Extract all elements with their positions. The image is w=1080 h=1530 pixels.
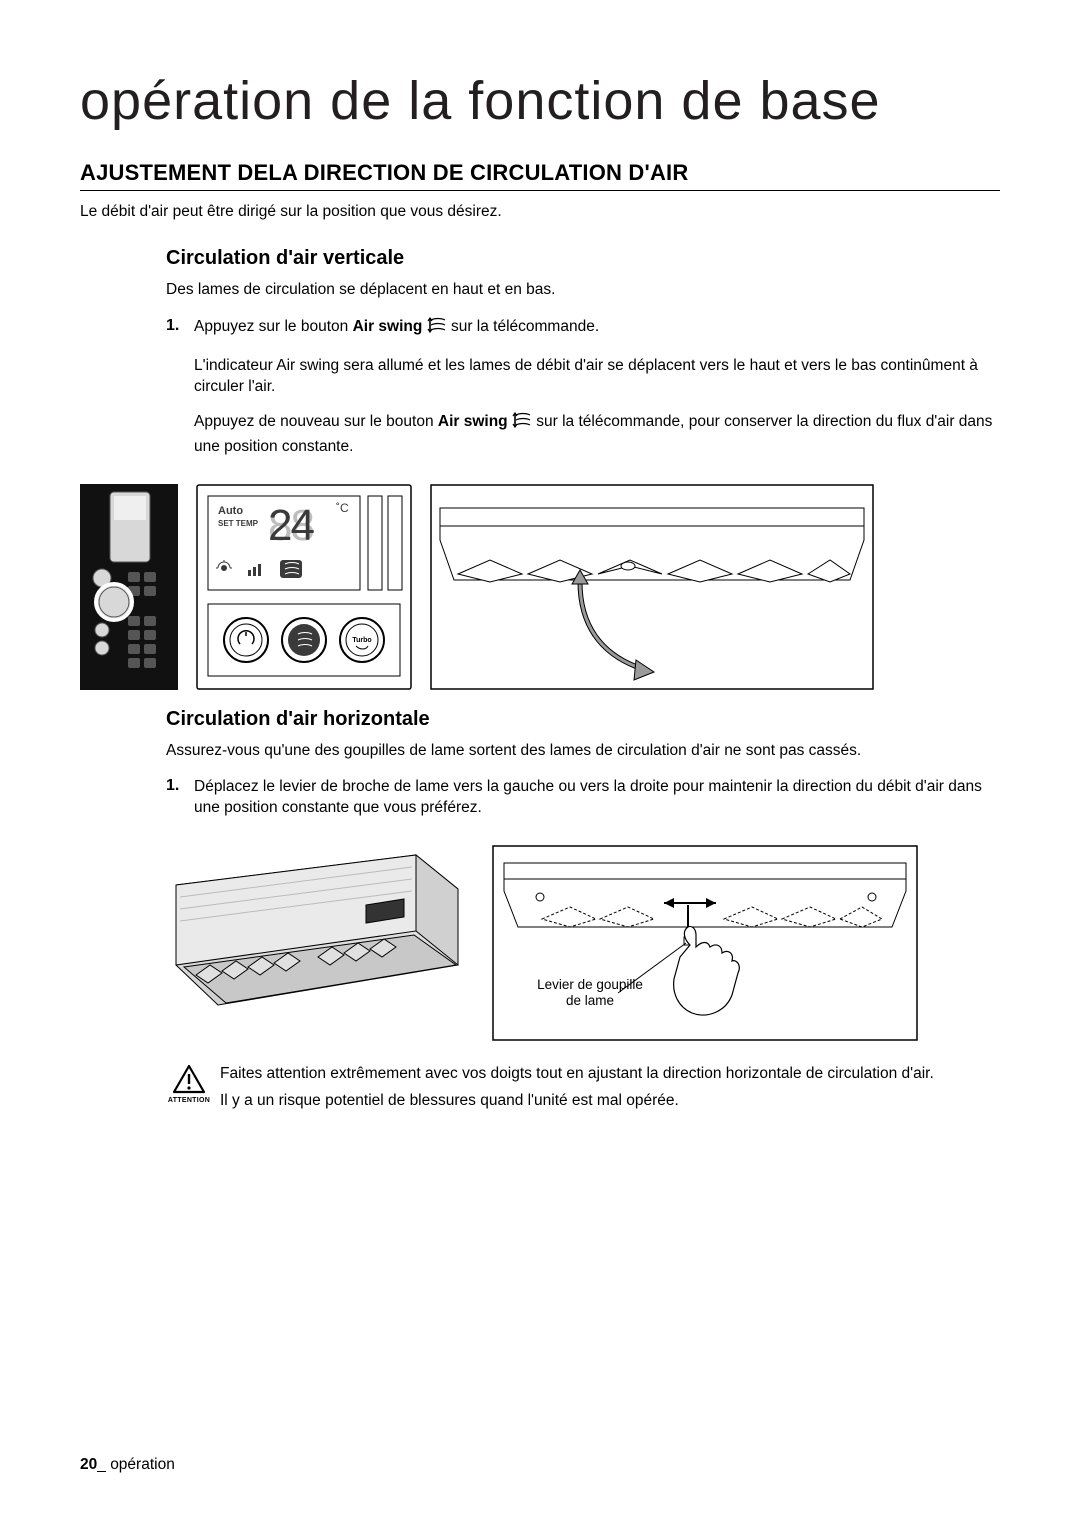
vertical-step-1: 1. Appuyez sur le bouton Air swing sur l… <box>166 317 1000 472</box>
air-swing-label: Air swing <box>353 318 423 335</box>
horizontal-heading: Circulation d'air horizontale <box>166 708 1000 731</box>
warning-label: ATTENTION <box>166 1097 212 1104</box>
air-swing-icon <box>427 317 447 342</box>
vertical-heading: Circulation d'air verticale <box>166 247 1000 270</box>
horizontal-intro: Assurez-vous qu'une des goupilles de lam… <box>166 741 1000 762</box>
step-number: 1. <box>166 317 184 472</box>
horizontal-step-1: 1. Déplacez le levier de broche de lame … <box>166 777 1000 833</box>
step-1-line-b: L'indicateur Air swing sera allumé et le… <box>194 356 1000 398</box>
vertical-figure-row: Auto SET TEMP 88 24 ˚C <box>80 484 1000 690</box>
intro-text: Le débit d'air peut être dirigé sur la p… <box>80 203 1000 221</box>
page-footer: 20_ opération <box>80 1456 175 1474</box>
remote-control-figure <box>80 484 178 690</box>
text: sur la télécommande. <box>447 318 600 335</box>
step-1-line-c: Appuyez de nouveau sur le bouton Air swi… <box>194 412 1000 458</box>
remote-display-figure: Auto SET TEMP 88 24 ˚C <box>196 484 412 690</box>
section-heading: AJUSTEMENT DELA DIRECTION DE CIRCULATION… <box>80 160 1000 191</box>
air-swing-label: Air swing <box>438 413 508 430</box>
step-1-line-a: Appuyez sur le bouton Air swing sur la t… <box>194 317 1000 342</box>
vertical-intro: Des lames de circulation se déplacent en… <box>166 280 1000 301</box>
lcd-unit: ˚C <box>336 501 349 515</box>
callout-line2: de lame <box>566 993 614 1008</box>
footer-sep: _ <box>97 1456 110 1473</box>
vertical-section: Circulation d'air verticale Des lames de… <box>80 247 1000 690</box>
text: Appuyez sur le bouton <box>194 318 353 335</box>
footer-label: opération <box>110 1456 175 1473</box>
horizontal-figure-row: Levier de goupille de lame <box>166 845 1000 1046</box>
air-swing-icon <box>512 412 532 437</box>
lever-callout: Levier de goupille de lame <box>530 977 650 1008</box>
lcd-set-temp: SET TEMP <box>218 519 259 528</box>
horizontal-section: Circulation d'air horizontale Assurez-vo… <box>80 708 1000 1047</box>
ac-unit-3d-figure <box>166 845 466 1041</box>
warning-p1: Faites attention extrêmement avec vos do… <box>220 1064 934 1085</box>
text: Appuyez de nouveau sur le bouton <box>194 413 438 430</box>
lcd-auto: Auto <box>218 505 243 517</box>
warning-p2: Il y a un risque potentiel de blessures … <box>220 1091 934 1112</box>
page-title: opération de la fonction de base <box>80 70 1000 132</box>
svg-text:Turbo: Turbo <box>352 637 371 644</box>
warning-block: ATTENTION Faites attention extrêmement a… <box>80 1064 1000 1118</box>
lcd-temp-value: 24 <box>268 501 314 550</box>
ac-lever-closeup-figure <box>492 845 918 1041</box>
ac-vertical-swing-figure <box>430 484 874 690</box>
page-number: 20 <box>80 1456 97 1473</box>
callout-line1: Levier de goupille <box>537 977 643 992</box>
warning-icon <box>172 1064 206 1094</box>
horizontal-step-text: Déplacez le levier de broche de lame ver… <box>194 777 1000 819</box>
step-number: 1. <box>166 777 184 833</box>
